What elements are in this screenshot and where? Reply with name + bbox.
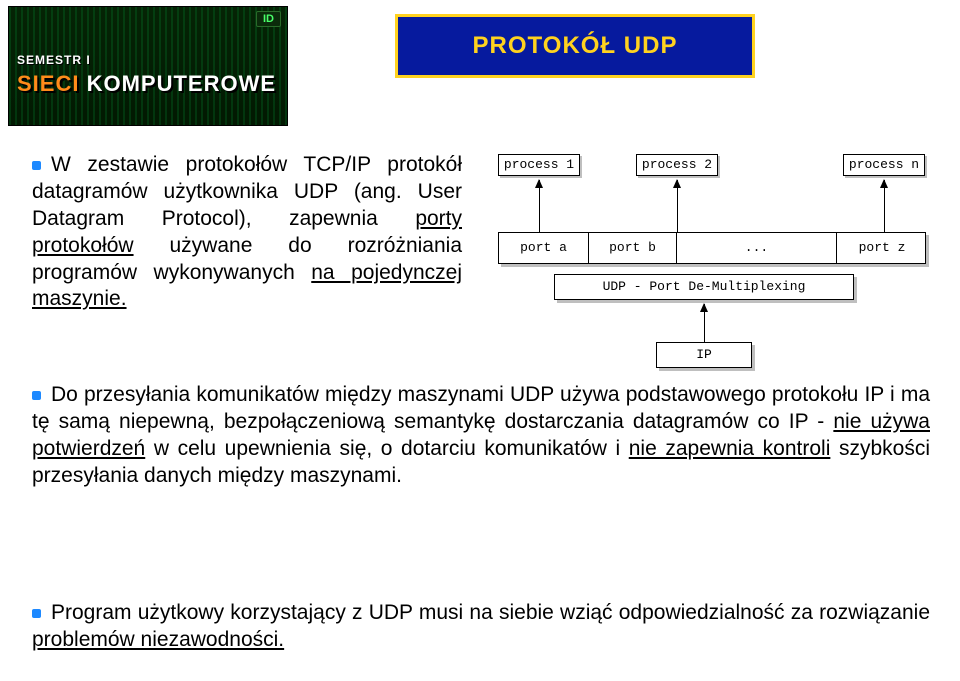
ip-box: IP <box>656 342 752 368</box>
process-box: process 2 <box>636 154 718 176</box>
process-box: process 1 <box>498 154 580 176</box>
paragraph-3: Program użytkowy korzystający z UDP musi… <box>32 600 930 654</box>
slide-title-text: PROTOKÓŁ UDP <box>473 32 678 60</box>
port-cell: port b <box>589 233 677 263</box>
id-badge: ID <box>256 11 281 27</box>
mux-box: UDP - Port De-Multiplexing <box>554 274 854 300</box>
semester-label: SEMESTR I <box>17 53 91 67</box>
p3-u1: problemów niezawodności. <box>32 628 284 651</box>
course-title-suffix: KOMPUTEROWE <box>79 71 276 96</box>
arrow-up-icon <box>677 180 678 232</box>
p2-t2: w celu upewnienia się, o dotarciu komuni… <box>145 437 629 460</box>
paragraph-2: Do przesyłania komunikatów między maszyn… <box>32 382 930 490</box>
course-title: SIECI KOMPUTEROWE <box>17 71 276 97</box>
slide-title: PROTOKÓŁ UDP <box>395 14 755 78</box>
port-cell: ... <box>677 233 837 263</box>
port-box: port aport b...port z <box>498 232 926 264</box>
port-cell: port a <box>499 233 589 263</box>
process-row: process 1 process 2 process n <box>490 154 935 184</box>
course-banner: ID SEMESTR I SIECI KOMPUTEROWE <box>8 6 288 126</box>
bullet-icon <box>32 391 41 400</box>
p3-t1: Program użytkowy korzystający z UDP musi… <box>51 601 930 624</box>
port-cell: port z <box>837 233 927 263</box>
arrow-up-icon <box>884 180 885 232</box>
arrow-up-icon <box>704 304 705 342</box>
p1-lead: W zestawie protokołów TCP/IP protokół da… <box>32 153 462 230</box>
arrow-up-icon <box>539 180 540 232</box>
paragraph-1: W zestawie protokołów TCP/IP protokół da… <box>32 152 462 313</box>
process-box: process n <box>843 154 925 176</box>
udp-demux-diagram: process 1 process 2 process n port aport b… <box>490 148 935 378</box>
p2-t1: Do przesyłania komunikatów między maszyn… <box>32 383 930 433</box>
p2-u2: nie zapewnia kontroli <box>629 437 831 460</box>
bullet-icon <box>32 161 41 170</box>
bullet-icon <box>32 609 41 618</box>
course-title-prefix: SIECI <box>17 71 79 96</box>
